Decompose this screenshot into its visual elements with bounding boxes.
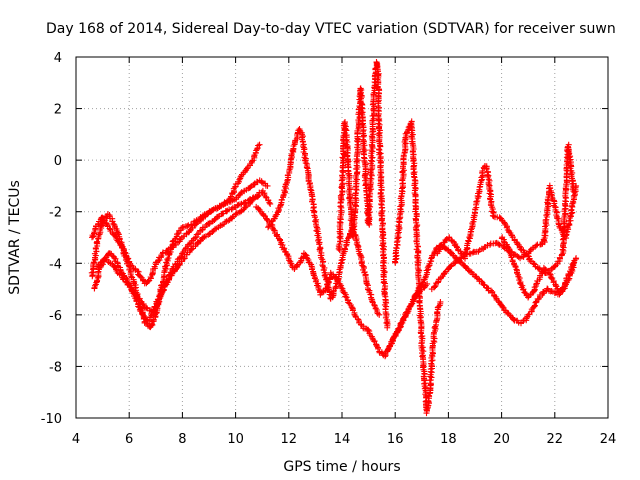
x-tick-label: 22 xyxy=(547,432,564,447)
series-track-7 xyxy=(335,59,391,331)
x-tick-label: 12 xyxy=(281,432,298,447)
x-tick-label: 8 xyxy=(178,432,186,447)
y-tick-label: 4 xyxy=(54,51,62,66)
y-tick-label: -6 xyxy=(49,309,62,324)
x-tick-labels: 4 6 8 10 12 14 16 18 20 22 24 xyxy=(72,432,616,447)
series-track-8 xyxy=(392,118,444,417)
chart-title: Day 168 of 2014, Sidereal Day-to-day VTE… xyxy=(46,21,616,37)
x-tick-label: 10 xyxy=(227,432,244,447)
x-tick-label: 6 xyxy=(125,432,133,447)
y-tick-label: 0 xyxy=(54,154,62,169)
y-tick-label: -2 xyxy=(49,206,62,221)
x-axis-label: GPS time / hours xyxy=(283,459,400,475)
y-tick-labels: -10 -8 -6 -4 -2 0 2 4 xyxy=(41,51,62,427)
y-tick-label: -4 xyxy=(49,257,62,272)
series-track-12 xyxy=(498,234,580,301)
x-tick-label: 18 xyxy=(440,432,457,447)
series-layer xyxy=(88,59,580,417)
y-tick-label: -10 xyxy=(41,412,62,427)
x-tick-label: 20 xyxy=(493,432,510,447)
y-tick-label: 2 xyxy=(54,103,62,118)
y-tick-label: -8 xyxy=(49,360,62,375)
x-tick-label: 24 xyxy=(600,432,617,447)
plot-frame xyxy=(75,56,609,419)
x-tick-label: 16 xyxy=(387,432,404,447)
series-track-2 xyxy=(89,177,271,287)
series-track-4 xyxy=(93,187,274,316)
x-tick-label: 14 xyxy=(334,432,351,447)
x-tick-label: 4 xyxy=(72,432,80,447)
y-axis-label: SDTVAR / TECUs xyxy=(7,180,23,295)
